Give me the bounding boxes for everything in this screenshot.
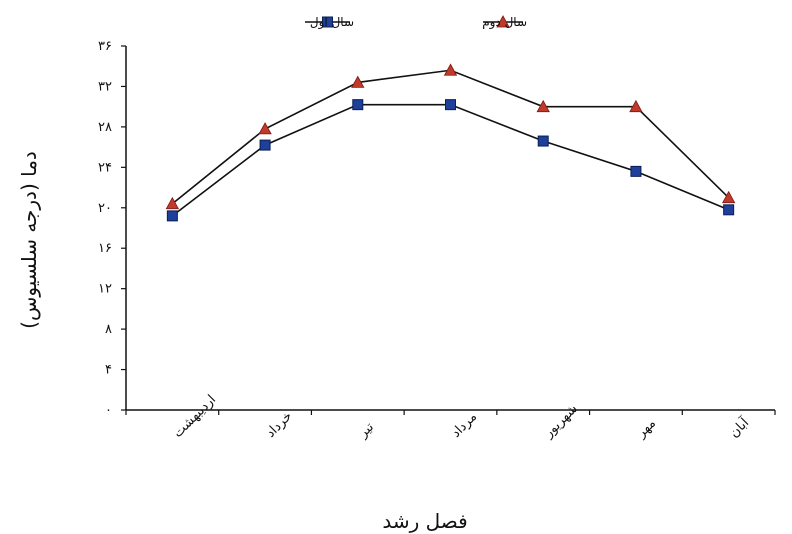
series-line bbox=[171, 103, 729, 217]
data-point bbox=[721, 190, 736, 204]
x-tick-label: خرداد bbox=[263, 409, 295, 441]
legend-label: سال اول bbox=[310, 15, 354, 30]
data-point bbox=[723, 204, 735, 216]
data-point bbox=[443, 63, 458, 76]
data-point bbox=[351, 75, 365, 88]
data-point bbox=[629, 99, 643, 113]
series bbox=[166, 99, 735, 222]
data-point bbox=[166, 210, 178, 222]
x-tick-label: شهریور bbox=[541, 401, 581, 441]
y-tick-label: ۳۶ bbox=[98, 39, 112, 54]
y-tick-label: ۱۲ bbox=[98, 282, 112, 297]
y-tick-label: ۰ bbox=[105, 403, 112, 418]
y-axis-title: دما (درجه سلسیوس) bbox=[17, 151, 41, 329]
axes: ۰ ۴ ۸ ۱۲ ۱۶ ۲۰ ۲۴ ۲۸ ۳۲ ۳۶ اردیبهشت خرداد تیر مرداد شه… bbox=[98, 39, 776, 442]
data-point bbox=[536, 99, 550, 113]
series-layer bbox=[165, 63, 736, 222]
y-tick-label: ۸ bbox=[105, 322, 112, 337]
x-tick-label: آبان bbox=[725, 413, 753, 441]
data-point bbox=[322, 16, 333, 28]
data-point bbox=[259, 139, 271, 151]
data-point bbox=[496, 15, 510, 28]
y-tick-label: ۱۶ bbox=[98, 241, 112, 256]
series-line bbox=[171, 69, 730, 205]
data-point bbox=[630, 165, 642, 177]
legend-item: سال اول bbox=[305, 15, 354, 30]
x-tick-label: اردیبهشت bbox=[171, 392, 219, 440]
x-tick-label: مهر bbox=[633, 416, 659, 442]
data-point bbox=[165, 196, 180, 210]
legend-item: سال دوم bbox=[482, 15, 527, 30]
legend: سال دوم سال اول bbox=[305, 15, 527, 30]
data-point bbox=[445, 99, 456, 111]
y-tick-label: ۳۲ bbox=[98, 79, 112, 94]
y-tick-label: ۴ bbox=[105, 363, 112, 378]
y-tick-label: ۲۰ bbox=[98, 201, 112, 216]
legend-label: سال دوم bbox=[482, 15, 527, 30]
x-tick-label: تیر bbox=[355, 420, 377, 442]
x-axis-title: فصل رشد bbox=[382, 509, 467, 533]
y-tick-label: ۲۴ bbox=[98, 160, 112, 175]
y-tick-label: ۲۸ bbox=[98, 120, 112, 135]
data-point bbox=[537, 135, 549, 147]
data-point bbox=[352, 99, 364, 111]
x-tick-label: مرداد bbox=[449, 409, 480, 440]
data-point bbox=[258, 122, 272, 135]
series bbox=[165, 63, 736, 210]
